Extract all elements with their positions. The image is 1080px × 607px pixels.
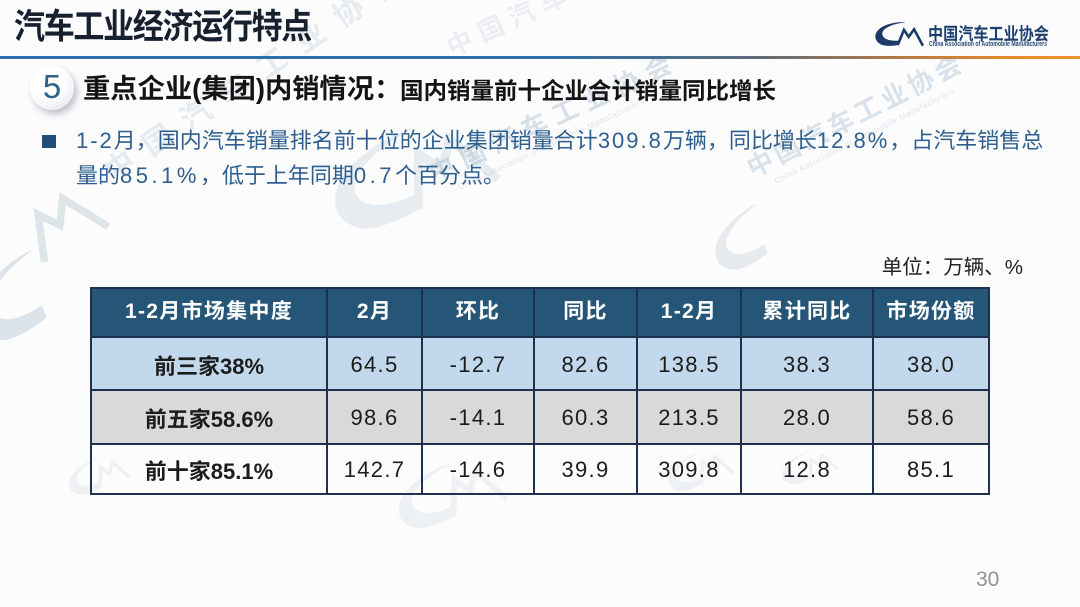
svg-text:China Association of Automobil: China Association of Automobile Manufact… <box>929 41 1047 48</box>
